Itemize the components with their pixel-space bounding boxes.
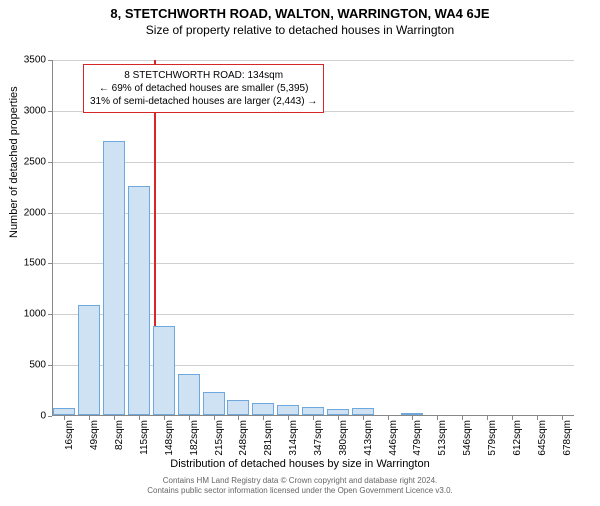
page-title: 8, STETCHWORTH ROAD, WALTON, WARRINGTON,… — [0, 6, 600, 21]
y-tick — [48, 162, 52, 163]
bar — [178, 374, 200, 415]
bar — [203, 392, 225, 415]
y-tick — [48, 213, 52, 214]
bar — [327, 409, 349, 415]
footer-line-2: Contains public sector information licen… — [0, 486, 600, 496]
bar — [53, 408, 75, 415]
y-tick-label: 0 — [16, 411, 46, 422]
y-tick-label: 3000 — [16, 105, 46, 116]
bar — [277, 405, 299, 415]
bar — [153, 326, 175, 415]
bar — [227, 400, 249, 415]
subtitle: Size of property relative to detached ho… — [0, 23, 600, 37]
bars-layer — [52, 60, 574, 415]
footer: Contains HM Land Registry data © Crown c… — [0, 476, 600, 495]
bar — [252, 403, 274, 415]
y-tick-label: 500 — [16, 360, 46, 371]
y-tick-label: 2000 — [16, 207, 46, 218]
y-tick-label: 2500 — [16, 156, 46, 167]
footer-line-1: Contains HM Land Registry data © Crown c… — [0, 476, 600, 486]
y-tick — [48, 416, 52, 417]
bar — [401, 413, 423, 415]
bar — [128, 186, 150, 415]
bar — [103, 141, 125, 415]
y-tick — [48, 314, 52, 315]
y-tick — [48, 365, 52, 366]
y-tick-label: 1500 — [16, 258, 46, 269]
y-tick — [48, 60, 52, 61]
bar — [78, 305, 100, 415]
y-tick — [48, 263, 52, 264]
chart-area: 8 STETCHWORTH ROAD: 134sqm← 69% of detac… — [52, 60, 574, 416]
bar — [302, 407, 324, 415]
x-axis-title: Distribution of detached houses by size … — [0, 458, 600, 470]
y-tick-label: 1000 — [16, 309, 46, 320]
bar — [352, 408, 374, 415]
y-tick-label: 3500 — [16, 55, 46, 66]
y-tick — [48, 111, 52, 112]
